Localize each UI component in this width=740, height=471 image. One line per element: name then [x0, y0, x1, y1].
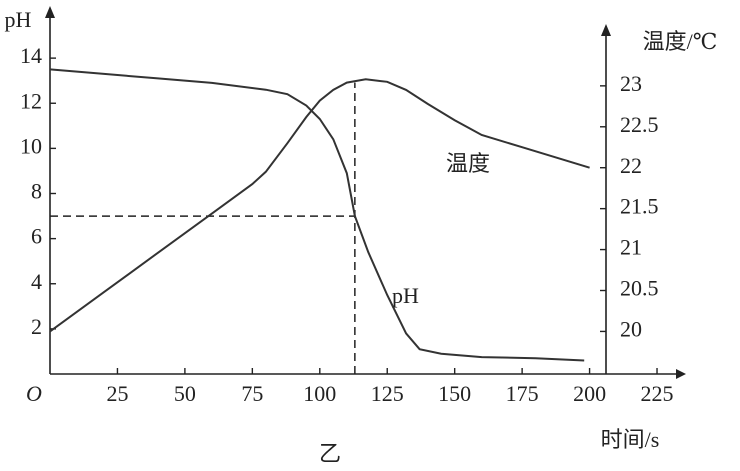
y-axis-title: pH: [5, 7, 32, 32]
y-arrow: [45, 6, 55, 18]
y2-tick-label: 21: [620, 235, 642, 260]
caption: 乙: [319, 441, 341, 466]
x-tick-label: 75: [241, 381, 263, 406]
x-tick-label: 125: [371, 381, 404, 406]
x-axis-title: 时间/s: [601, 427, 660, 452]
y-tick-label: 8: [31, 179, 42, 204]
y-tick-label: 14: [20, 43, 42, 68]
y2-tick-label: 20: [620, 316, 642, 341]
x-tick-label: 150: [438, 381, 471, 406]
x-arrow: [676, 369, 686, 379]
y2-tick-label: 23: [620, 71, 642, 96]
axes: [45, 6, 686, 379]
origin-label: O: [26, 381, 42, 406]
x-tick-label: 225: [641, 381, 674, 406]
series-line: [49, 68, 585, 362]
y2-tick-label: 22: [620, 153, 642, 178]
series-label: 温度: [446, 151, 490, 176]
y2-tick-label: 22.5: [620, 112, 659, 137]
x-tick-label: 100: [303, 381, 336, 406]
y-tick-label: 6: [31, 224, 42, 249]
x-tick-label: 200: [573, 381, 606, 406]
y-tick-label: 10: [20, 133, 42, 158]
series-line: [49, 78, 590, 333]
y2-tick-label: 21.5: [620, 194, 659, 219]
y-tick-label: 2: [31, 314, 42, 339]
y2-tick-label: 20.5: [620, 276, 659, 301]
y2-axis-title: 温度/℃: [643, 29, 718, 54]
x-tick-label: 50: [174, 381, 196, 406]
series-label: pH: [392, 283, 419, 308]
x-tick-label: 175: [506, 381, 539, 406]
y2-arrow: [601, 24, 611, 36]
y-tick-label: 4: [31, 269, 42, 294]
x-tick-label: 25: [106, 381, 128, 406]
y-tick-label: 12: [20, 88, 42, 113]
